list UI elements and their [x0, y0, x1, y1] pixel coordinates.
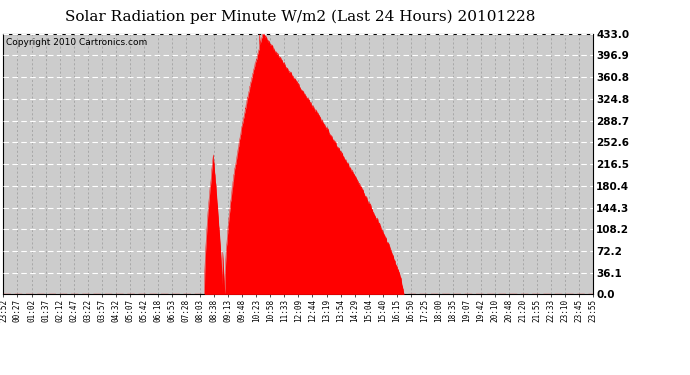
Text: Copyright 2010 Cartronics.com: Copyright 2010 Cartronics.com [6, 38, 148, 46]
Text: Solar Radiation per Minute W/m2 (Last 24 Hours) 20101228: Solar Radiation per Minute W/m2 (Last 24… [65, 9, 535, 24]
